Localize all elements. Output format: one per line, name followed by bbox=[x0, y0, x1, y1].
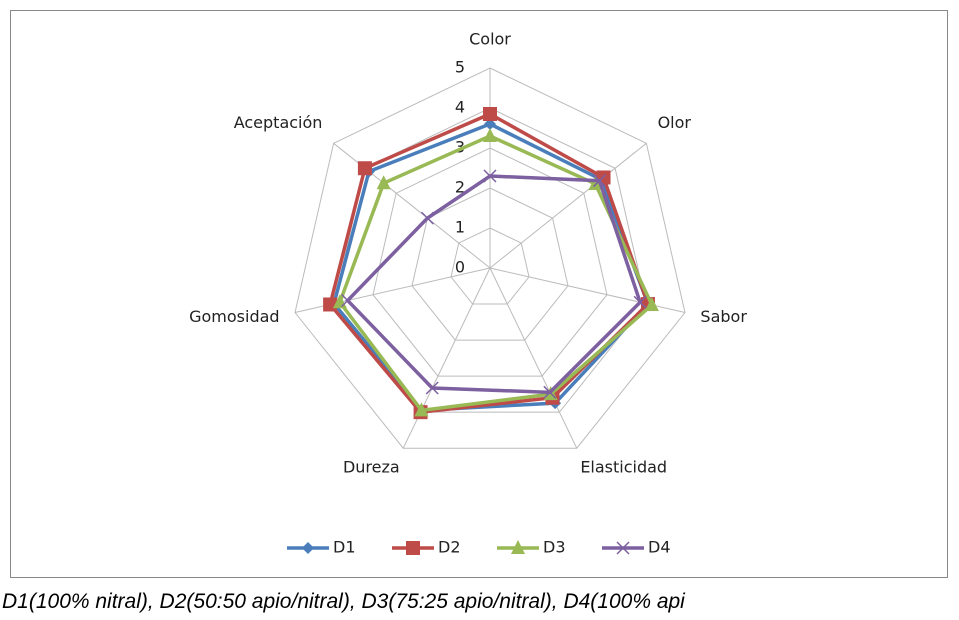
legend-label: D1 bbox=[333, 538, 356, 557]
tick-label: 0 bbox=[455, 258, 465, 277]
category-label: Dureza bbox=[343, 458, 400, 477]
spoke bbox=[489, 142, 647, 269]
category-label: Gomosidad bbox=[189, 307, 279, 326]
spoke bbox=[489, 267, 578, 449]
category-label: Sabor bbox=[700, 307, 747, 326]
marker bbox=[543, 385, 557, 399]
marker bbox=[420, 211, 434, 225]
marker bbox=[414, 402, 429, 417]
marker bbox=[483, 169, 497, 183]
category-label: Aceptación bbox=[234, 113, 323, 132]
category-label: Olor bbox=[658, 113, 692, 132]
chart-border bbox=[10, 10, 948, 578]
category-label: Color bbox=[469, 30, 511, 49]
tick-label: 3 bbox=[455, 138, 465, 157]
caption: D1(100% nitral), D2(50:50 apio/nitral), … bbox=[2, 590, 685, 613]
legend-label: D3 bbox=[543, 538, 566, 557]
series-line bbox=[332, 122, 650, 413]
marker bbox=[376, 175, 391, 190]
legend-label: D2 bbox=[438, 538, 461, 557]
grid-ring bbox=[450, 227, 530, 305]
legend-label: D4 bbox=[648, 538, 671, 557]
grid-ring bbox=[411, 187, 569, 341]
tick-label: 5 bbox=[455, 58, 465, 77]
series-line bbox=[345, 174, 643, 395]
marker bbox=[483, 128, 497, 142]
marker bbox=[644, 296, 659, 311]
marker bbox=[633, 295, 647, 309]
tick-label: 1 bbox=[455, 218, 465, 237]
tick-label: 4 bbox=[455, 98, 465, 117]
tick-label: 2 bbox=[455, 178, 465, 197]
marker bbox=[357, 161, 372, 176]
marker bbox=[406, 541, 420, 555]
marker bbox=[616, 541, 630, 555]
marker bbox=[588, 175, 603, 190]
marker bbox=[302, 542, 314, 554]
marker bbox=[425, 381, 439, 395]
category-label: Elasticidad bbox=[580, 458, 667, 477]
grid-ring bbox=[294, 67, 686, 449]
series-line bbox=[337, 134, 654, 413]
marker bbox=[341, 293, 355, 308]
series-line bbox=[328, 112, 650, 414]
marker bbox=[511, 540, 525, 554]
marker bbox=[483, 107, 497, 121]
grid-ring bbox=[372, 147, 608, 377]
chart: Color Olor Sabor Elasticidad Dureza Gomosidad… bbox=[10, 10, 948, 578]
marker bbox=[592, 174, 606, 188]
